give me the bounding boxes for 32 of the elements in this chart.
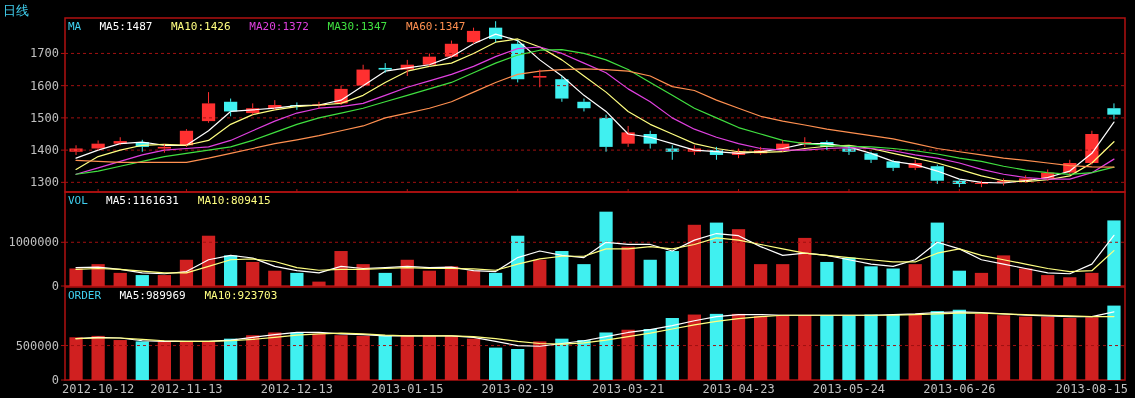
x-tick-label: 2013-05-24 — [812, 382, 886, 396]
y-tick-label: 500000 — [15, 338, 59, 353]
text: MA60:1347 — [405, 20, 466, 33]
y-tick-label: 0 — [51, 373, 59, 387]
x-tick-label: 2012-11-13 — [150, 382, 223, 396]
text: MA5:989969 — [119, 289, 186, 302]
y-tick-label: 1600 — [30, 78, 59, 93]
x-tick-label: 2012-12-13 — [260, 382, 333, 396]
x-tick-label: 2013-01-15 — [371, 382, 444, 396]
text: MA30:1347 — [327, 20, 388, 33]
y-tick-label: 1300 — [30, 175, 59, 190]
x-tick-label: 2013-08-15 — [1055, 382, 1128, 396]
text: MA10:1426 — [171, 20, 231, 33]
chart-title: 日线 — [3, 3, 29, 18]
y-tick-label: 0 — [51, 279, 59, 293]
legend-title: VOL — [68, 194, 89, 207]
x-tick-label: 2013-04-23 — [702, 382, 775, 396]
text: MA10:809415 — [197, 194, 271, 207]
legend-title: MA — [68, 20, 82, 33]
x-tick-label: 2013-03-21 — [592, 382, 665, 396]
x-tick-label: 2013-02-19 — [481, 382, 554, 396]
y-tick-label: 1000000 — [8, 235, 59, 250]
text: MA5:1161631 — [106, 194, 179, 207]
text: MA10:923703 — [204, 289, 278, 302]
x-tick-label: 2013-06-26 — [923, 382, 996, 396]
text: MA20:1372 — [249, 20, 309, 33]
legend-title: ORDER — [68, 289, 102, 302]
y-tick-label: 1400 — [30, 143, 59, 158]
y-tick-label: 1500 — [30, 110, 59, 125]
text: MA5:1487 — [99, 20, 153, 33]
y-tick-label: 1700 — [30, 46, 59, 61]
x-tick-label: 2012-10-12 — [62, 382, 135, 396]
